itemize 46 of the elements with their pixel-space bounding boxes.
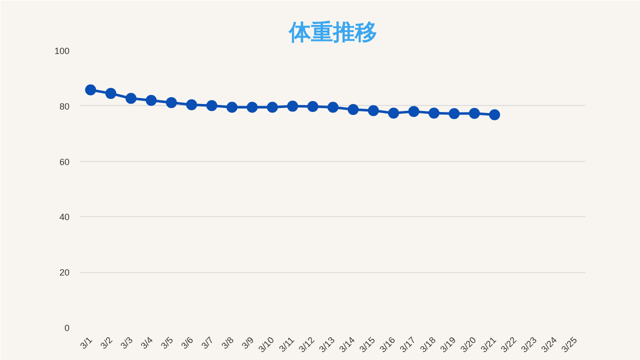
y-tick-label: 0 — [64, 323, 70, 333]
x-tick-label: 3/6 — [179, 334, 196, 351]
point — [206, 100, 218, 112]
x-tick-label: 3/9 — [240, 334, 256, 351]
point — [105, 88, 116, 99]
chart-title: 体重推移 — [288, 20, 377, 46]
x-tick-label: 3/14 — [337, 334, 357, 354]
point — [489, 109, 500, 120]
x-tick-label: 3/16 — [378, 334, 398, 354]
point — [348, 104, 359, 115]
x-tick-label: 3/4 — [138, 334, 155, 351]
point — [307, 100, 318, 112]
y-tick-label: 20 — [59, 268, 70, 278]
point — [266, 102, 278, 113]
x-tick-label: 3/18 — [418, 334, 438, 354]
point — [246, 102, 258, 113]
y-tick-label: 100 — [54, 46, 70, 56]
x-tick-label: 3/1 — [78, 334, 94, 351]
point — [368, 105, 379, 116]
x-tick-label: 3/7 — [199, 334, 216, 351]
x-tick-label: 3/13 — [317, 334, 337, 354]
x-tick-label: 3/3 — [118, 334, 135, 351]
point — [328, 102, 338, 113]
point — [408, 106, 420, 117]
point — [226, 102, 238, 113]
point — [468, 108, 480, 119]
point — [166, 97, 177, 108]
x-tick-label: 3/2 — [98, 334, 114, 351]
y-tick-label: 80 — [59, 101, 70, 112]
point — [146, 94, 157, 106]
y-tick-label: 60 — [59, 156, 70, 167]
x-tick-label: 3/23 — [519, 334, 539, 354]
point — [287, 100, 298, 112]
point — [448, 108, 460, 120]
point — [85, 84, 96, 96]
x-tick-label: 3/5 — [159, 334, 175, 351]
x-tick-label: 3/8 — [220, 334, 236, 351]
y-tick-label: 40 — [59, 212, 70, 222]
point — [186, 99, 198, 110]
x-tick-label: 3/24 — [539, 334, 559, 354]
x-tick-label: 3/21 — [478, 334, 498, 354]
point — [388, 108, 400, 119]
point — [126, 92, 136, 104]
point — [428, 108, 440, 119]
x-tick-label: 3/19 — [438, 334, 458, 354]
x-tick-label: 3/11 — [277, 334, 296, 354]
